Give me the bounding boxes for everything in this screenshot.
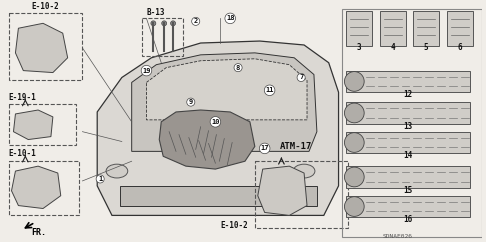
Circle shape (171, 21, 175, 26)
Text: B-13: B-13 (146, 8, 165, 17)
Text: 18: 18 (226, 15, 234, 21)
Text: 5: 5 (424, 43, 429, 52)
Polygon shape (258, 166, 307, 215)
Circle shape (345, 167, 364, 187)
Bar (9, 104, 75, 145)
Text: FR.: FR. (31, 228, 46, 237)
Text: 1: 1 (98, 176, 102, 182)
Text: 17: 17 (260, 145, 269, 151)
Polygon shape (146, 59, 307, 120)
Bar (141, 18, 183, 56)
Bar (255, 161, 348, 228)
Bar (414, 11, 439, 46)
Bar (347, 132, 469, 153)
Circle shape (162, 21, 167, 26)
Bar (9, 161, 80, 215)
Text: 2: 2 (193, 18, 198, 24)
Text: 19: 19 (142, 68, 151, 74)
Polygon shape (97, 41, 339, 215)
Polygon shape (16, 23, 68, 73)
Bar (347, 71, 469, 92)
Text: 3: 3 (357, 43, 362, 52)
Bar (342, 8, 483, 237)
Text: 8: 8 (236, 65, 240, 71)
Bar (120, 186, 317, 205)
Polygon shape (159, 110, 255, 169)
Circle shape (151, 21, 156, 26)
Bar (347, 102, 469, 124)
Text: 10: 10 (211, 119, 220, 125)
Circle shape (345, 133, 364, 152)
Text: E-19-1: E-19-1 (9, 93, 36, 102)
Polygon shape (14, 110, 53, 140)
Bar (347, 11, 372, 46)
Polygon shape (132, 53, 317, 151)
Text: SDNAE026: SDNAE026 (382, 234, 413, 239)
Ellipse shape (106, 164, 128, 178)
Bar (347, 166, 469, 188)
Text: E-10-2: E-10-2 (220, 221, 248, 230)
Circle shape (345, 103, 364, 123)
Bar (447, 11, 472, 46)
Text: 12: 12 (403, 90, 413, 99)
Bar (347, 196, 469, 217)
Bar (9, 14, 83, 80)
Bar (380, 11, 405, 46)
Text: 13: 13 (403, 122, 413, 131)
Text: 4: 4 (390, 43, 395, 52)
Circle shape (345, 197, 364, 216)
Text: 7: 7 (299, 75, 303, 81)
Text: 15: 15 (403, 186, 413, 195)
Text: ATM-17: ATM-17 (279, 142, 312, 151)
Text: 14: 14 (403, 151, 413, 160)
Text: 9: 9 (189, 99, 193, 105)
Text: 16: 16 (403, 215, 413, 224)
Polygon shape (12, 166, 61, 209)
Text: 11: 11 (265, 87, 274, 93)
Text: E-10-2: E-10-2 (32, 1, 59, 10)
Circle shape (345, 72, 364, 91)
Text: 6: 6 (457, 43, 462, 52)
Text: E-10-1: E-10-1 (9, 149, 36, 158)
Ellipse shape (293, 164, 315, 178)
